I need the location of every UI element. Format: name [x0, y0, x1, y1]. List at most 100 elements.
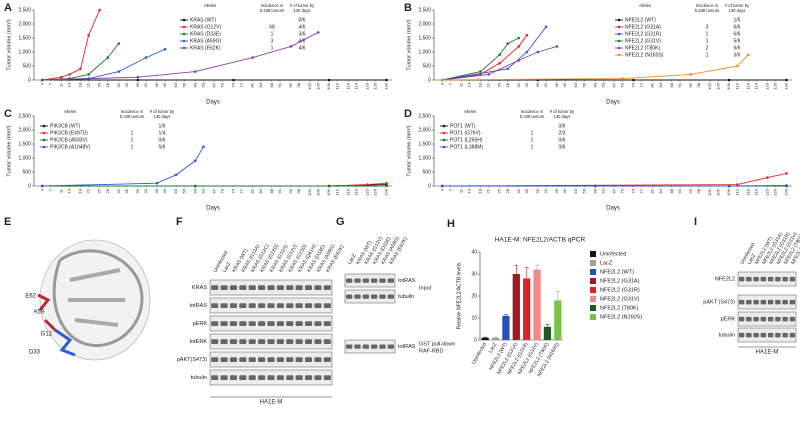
- legend-label: NFE2L2 (T80K): [600, 305, 639, 311]
- legend-header: 130 days: [154, 114, 171, 119]
- legend-header: 130 days: [729, 8, 746, 13]
- data-point: [525, 33, 529, 37]
- y-axis-label: Tumor volume (mm³): [6, 125, 12, 176]
- x-tick-label: 42: [543, 188, 548, 193]
- x-tick-label: 35: [524, 82, 529, 87]
- legend-label: POT1 (L388M): [450, 144, 483, 150]
- legend-swatch: [590, 260, 596, 266]
- y-tick-label: 1,000: [18, 155, 31, 161]
- data-point: [155, 181, 159, 185]
- legend-tumors: 5/6: [734, 38, 741, 44]
- x-tick-label: 18: [78, 188, 83, 193]
- legend-swatch: [590, 278, 596, 284]
- x-tick-label: 109: [726, 82, 731, 89]
- data-point: [136, 75, 140, 79]
- x-tick-label: 102: [707, 82, 712, 89]
- bar: [491, 337, 500, 340]
- y-tick-label: 40: [471, 249, 477, 255]
- series-line: [42, 146, 204, 187]
- y-tick-label: 2,000: [18, 127, 31, 133]
- x-tick-label: 49: [162, 188, 167, 193]
- group-label: Input: [419, 285, 432, 291]
- series-line: [442, 54, 749, 81]
- x-tick-label: 77: [239, 82, 244, 87]
- legend-swatch: [42, 131, 46, 135]
- legend-tumors: 3/6: [734, 52, 741, 58]
- legend-tumors: 0/6: [559, 137, 566, 143]
- footer-label: HA1E-M: [260, 400, 283, 406]
- x-tick-label: 67: [611, 82, 616, 87]
- bar: [481, 337, 489, 340]
- legend-incidence: 1: [271, 31, 274, 37]
- data-point: [727, 184, 731, 188]
- x-tick-label: 126: [373, 188, 378, 195]
- band: [746, 332, 752, 338]
- panel-letter: F: [176, 216, 183, 228]
- legend-tumors: 4/6: [299, 38, 306, 44]
- legend-swatch: [617, 18, 621, 22]
- y-tick-label: 1,500: [18, 35, 31, 41]
- band: [220, 285, 228, 291]
- legend-swatch: [182, 25, 186, 29]
- x-tick-label: 109: [326, 82, 331, 89]
- blot-strip: [737, 311, 797, 327]
- legend-swatch: [617, 46, 621, 50]
- data-point: [689, 73, 693, 76]
- row-label: totRAS: [190, 303, 208, 309]
- panel-letter: H: [447, 218, 455, 230]
- legend-label: NFE2L2 (G31V): [600, 296, 640, 302]
- band: [753, 276, 759, 282]
- band: [354, 294, 361, 299]
- legend-label: NFE2L2 (N160S): [625, 52, 664, 58]
- bar: [533, 269, 541, 340]
- data-point: [316, 31, 320, 34]
- panel-letter: D: [404, 108, 412, 120]
- band: [371, 294, 378, 299]
- x-tick-label: 126: [373, 82, 378, 89]
- x-tick-label: 7: [447, 82, 452, 85]
- row-label: totRAS: [398, 278, 416, 284]
- lane-label: LacZ: [222, 261, 233, 274]
- legend-incidence: 1: [531, 144, 534, 150]
- x-axis-label: Days: [206, 206, 220, 212]
- band: [323, 285, 331, 291]
- band: [362, 278, 369, 283]
- x-tick-label: 56: [181, 82, 186, 87]
- x-tick-label: 4: [39, 82, 44, 85]
- x-tick-label: 130: [784, 82, 789, 89]
- x-tick-label: 70: [220, 82, 225, 87]
- legend-label: NFE2L2 (T80K): [625, 45, 660, 51]
- x-tick-label: 28: [505, 82, 510, 87]
- row-label: pAKT (S473): [703, 299, 735, 305]
- legend-incidence: 2: [706, 45, 709, 51]
- data-point: [621, 77, 624, 80]
- x-tick-label: 18: [478, 82, 483, 87]
- blot-strip: [737, 271, 797, 287]
- x-tick-label: 28: [105, 82, 110, 87]
- band: [229, 357, 238, 363]
- data-point: [517, 45, 521, 48]
- band: [295, 321, 303, 327]
- band: [239, 303, 247, 309]
- data-point: [366, 183, 369, 186]
- band: [239, 375, 247, 381]
- band: [229, 303, 238, 309]
- band: [276, 339, 284, 345]
- x-tick-label: 102: [707, 188, 712, 195]
- data-point: [193, 70, 197, 73]
- y-tick-label: 0: [428, 183, 431, 189]
- legend-header: 130 days: [554, 114, 571, 119]
- band: [304, 285, 313, 291]
- legend-incidence: 1: [531, 137, 534, 143]
- error-bar: [535, 264, 540, 270]
- x-tick-label: 4: [439, 188, 444, 191]
- x-tick-label: 70: [220, 188, 225, 193]
- data-point: [87, 33, 90, 37]
- bar: [554, 300, 562, 340]
- band: [362, 294, 369, 299]
- x-axis-label: Days: [606, 100, 620, 106]
- series-line: [42, 48, 166, 81]
- x-tick-label: 63: [600, 82, 605, 87]
- row-label: NFE2L2: [715, 276, 735, 282]
- band: [323, 303, 331, 309]
